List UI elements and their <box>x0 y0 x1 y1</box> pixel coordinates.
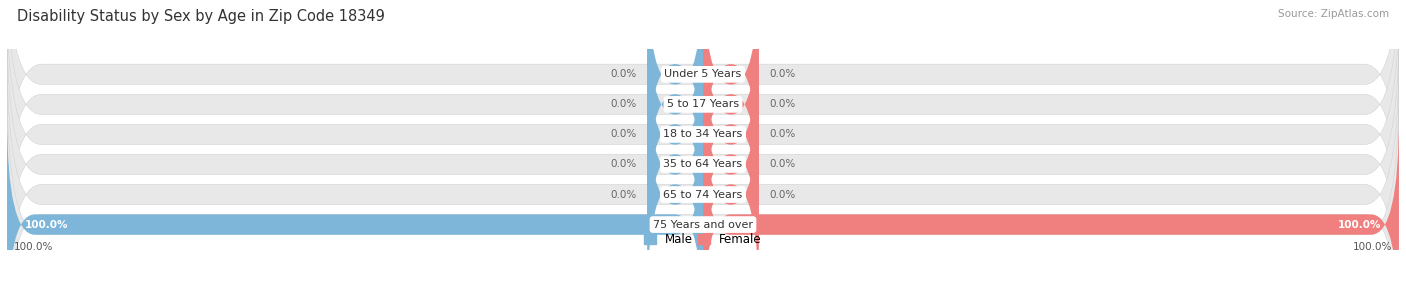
Text: 0.0%: 0.0% <box>610 160 637 170</box>
FancyBboxPatch shape <box>703 0 759 214</box>
Text: 100.0%: 100.0% <box>1353 242 1392 252</box>
Text: 0.0%: 0.0% <box>610 69 637 79</box>
FancyBboxPatch shape <box>647 0 703 184</box>
FancyBboxPatch shape <box>703 55 759 274</box>
FancyBboxPatch shape <box>7 55 1399 305</box>
Text: 0.0%: 0.0% <box>769 69 796 79</box>
Text: 18 to 34 Years: 18 to 34 Years <box>664 129 742 139</box>
Text: 0.0%: 0.0% <box>610 189 637 199</box>
Text: Source: ZipAtlas.com: Source: ZipAtlas.com <box>1278 9 1389 19</box>
Text: 0.0%: 0.0% <box>610 129 637 139</box>
Legend: Male, Female: Male, Female <box>644 233 762 246</box>
Text: Disability Status by Sex by Age in Zip Code 18349: Disability Status by Sex by Age in Zip C… <box>17 9 385 24</box>
Text: 0.0%: 0.0% <box>769 160 796 170</box>
FancyBboxPatch shape <box>647 0 703 214</box>
Text: 0.0%: 0.0% <box>769 129 796 139</box>
FancyBboxPatch shape <box>703 24 759 244</box>
FancyBboxPatch shape <box>647 84 703 304</box>
FancyBboxPatch shape <box>647 24 703 244</box>
Text: 0.0%: 0.0% <box>610 99 637 109</box>
FancyBboxPatch shape <box>7 0 1399 244</box>
FancyBboxPatch shape <box>7 115 703 305</box>
FancyBboxPatch shape <box>7 84 1399 305</box>
Text: 5 to 17 Years: 5 to 17 Years <box>666 99 740 109</box>
Text: Under 5 Years: Under 5 Years <box>665 69 741 79</box>
Text: 100.0%: 100.0% <box>14 242 53 252</box>
FancyBboxPatch shape <box>703 0 759 184</box>
Text: 0.0%: 0.0% <box>769 189 796 199</box>
FancyBboxPatch shape <box>7 0 1399 214</box>
FancyBboxPatch shape <box>7 0 1399 274</box>
FancyBboxPatch shape <box>703 115 1399 305</box>
FancyBboxPatch shape <box>647 55 703 274</box>
Text: 100.0%: 100.0% <box>24 220 67 230</box>
Text: 100.0%: 100.0% <box>1339 220 1382 230</box>
FancyBboxPatch shape <box>703 84 759 304</box>
Text: 75 Years and over: 75 Years and over <box>652 220 754 230</box>
Text: 35 to 64 Years: 35 to 64 Years <box>664 160 742 170</box>
Text: 65 to 74 Years: 65 to 74 Years <box>664 189 742 199</box>
Text: 0.0%: 0.0% <box>769 99 796 109</box>
FancyBboxPatch shape <box>7 24 1399 304</box>
